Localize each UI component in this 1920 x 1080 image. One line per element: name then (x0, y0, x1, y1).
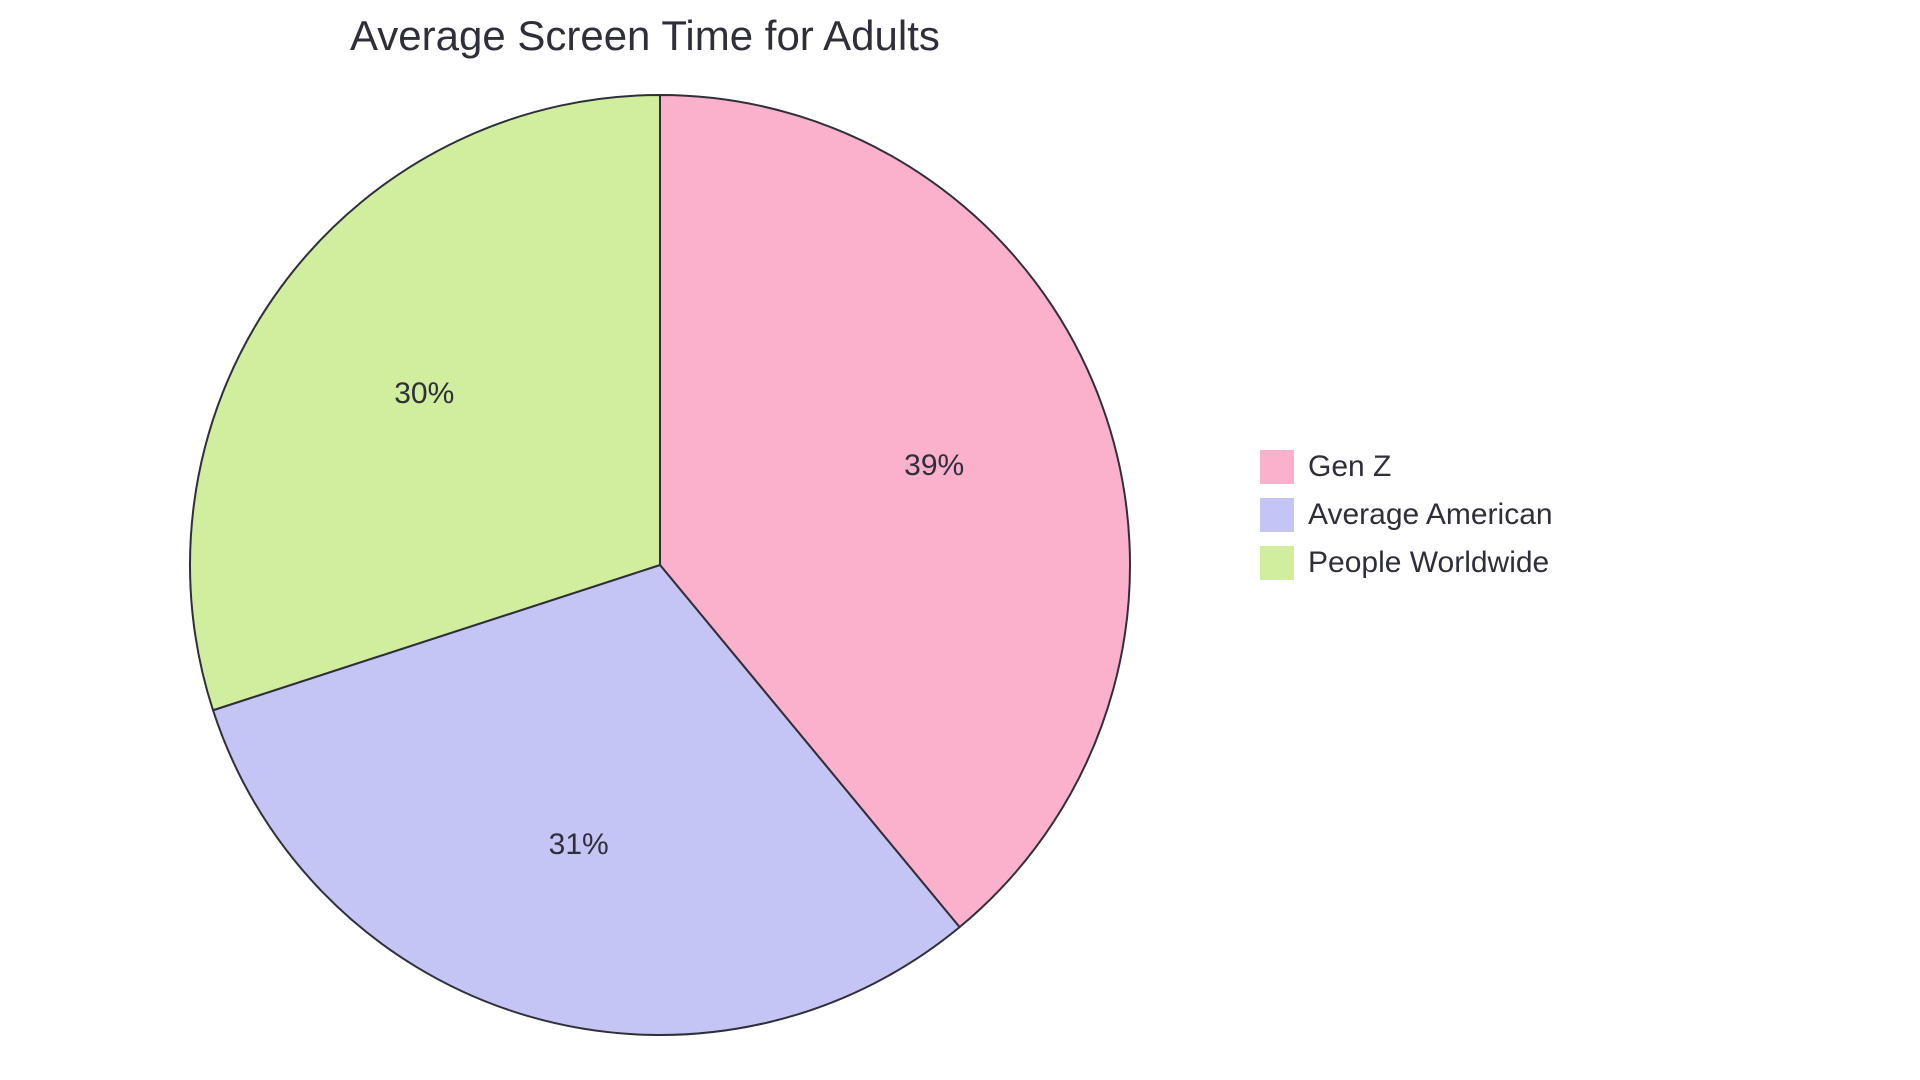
legend-label: Gen Z (1308, 450, 1391, 484)
legend-item: Gen Z (1260, 450, 1553, 484)
legend-label: People Worldwide (1308, 546, 1549, 580)
pie-svg (186, 91, 1134, 1039)
slice-label: 30% (394, 377, 454, 411)
legend-label: Average American (1308, 498, 1553, 532)
legend-swatch (1260, 546, 1294, 580)
legend-item: People Worldwide (1260, 546, 1553, 580)
legend-swatch (1260, 450, 1294, 484)
legend-swatch (1260, 498, 1294, 532)
slice-label: 39% (904, 449, 964, 483)
chart-title: Average Screen Time for Adults (350, 12, 940, 60)
pie-chart-container: Average Screen Time for Adults Gen Z Aver… (0, 0, 1920, 1080)
pie-area (186, 91, 1134, 1039)
legend: Gen Z Average American People Worldwide (1260, 450, 1553, 594)
legend-item: Average American (1260, 498, 1553, 532)
slice-label: 31% (549, 828, 609, 862)
